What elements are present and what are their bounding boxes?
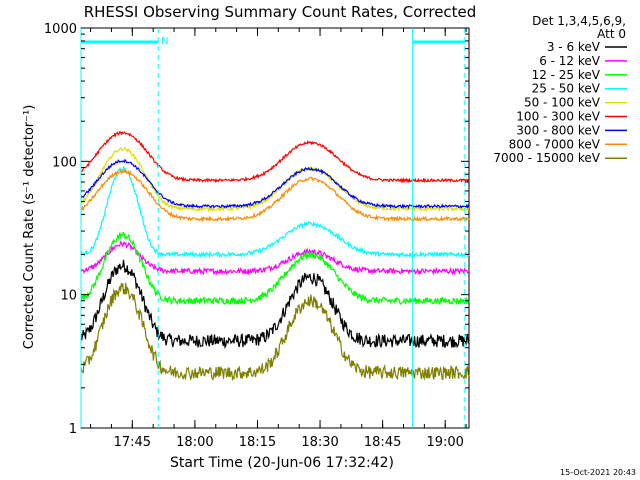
legend-label: 300 - 800 keV bbox=[516, 123, 600, 137]
axis-layer: 17:45 18:00 18:15 18:30 18:45 19:00 1 10 100 1000 bbox=[44, 22, 469, 450]
series-line-100-300keV bbox=[80, 130, 470, 184]
legend-header-attenuator: Att 0 bbox=[597, 27, 626, 41]
generation-timestamp: 15-Oct-2021 20:43 bbox=[560, 468, 636, 477]
series-line-300-800keV bbox=[80, 158, 470, 210]
plot-frame bbox=[80, 27, 470, 429]
legend-label: 6 - 12 keV bbox=[539, 54, 601, 68]
series-line-12-25keV bbox=[80, 231, 470, 306]
series-line-7000-15000keV bbox=[80, 282, 470, 382]
legend-label: 25 - 50 keV bbox=[532, 82, 601, 96]
legend-label: 800 - 7000 keV bbox=[509, 137, 601, 151]
plot-frame-group bbox=[80, 27, 470, 429]
series-line-50-100keV bbox=[80, 146, 470, 213]
legend-label: 50 - 100 keV bbox=[524, 96, 601, 110]
legend-label: 3 - 6 keV bbox=[547, 40, 601, 54]
x-axis-label: Start Time (20-Jun-06 17:32:42) bbox=[170, 455, 394, 471]
flag-label: N bbox=[161, 36, 168, 47]
y-tick-label: 10 bbox=[60, 289, 77, 304]
y-tick-label: 1 bbox=[69, 422, 77, 437]
legend-header-detectors: Det 1,3,4,5,6,9, bbox=[532, 14, 626, 28]
series-line-6-12keV bbox=[80, 240, 470, 276]
legend-label: 100 - 300 keV bbox=[516, 110, 600, 124]
legend-header: Det 1,3,4,5,6,9, Att 0 bbox=[532, 14, 626, 41]
y-axis-label: Corrected Count Rate (s⁻¹ detector⁻¹) bbox=[22, 105, 37, 350]
x-tick-label: 17:45 bbox=[114, 435, 151, 450]
y-tick-label: 1000 bbox=[44, 22, 77, 37]
legend-label: 7000 - 15000 keV bbox=[493, 151, 600, 165]
series-layer bbox=[80, 130, 470, 382]
y-tick-label: 100 bbox=[52, 155, 77, 170]
legend-label: 12 - 25 keV bbox=[532, 68, 601, 82]
marker-layer: N bbox=[80, 28, 466, 428]
series-line-3-6keV bbox=[80, 259, 470, 350]
x-tick-label: 18:15 bbox=[239, 435, 276, 450]
chart-title: RHESSI Observing Summary Count Rates, Co… bbox=[84, 3, 477, 21]
series-line-25-50keV bbox=[80, 165, 470, 259]
x-tick-label: 18:30 bbox=[301, 435, 338, 450]
x-tick-label: 18:45 bbox=[364, 435, 401, 450]
series-line-800-7000keV bbox=[80, 168, 470, 223]
x-tick-label: 19:00 bbox=[426, 435, 463, 450]
x-tick-label: 18:00 bbox=[176, 435, 213, 450]
